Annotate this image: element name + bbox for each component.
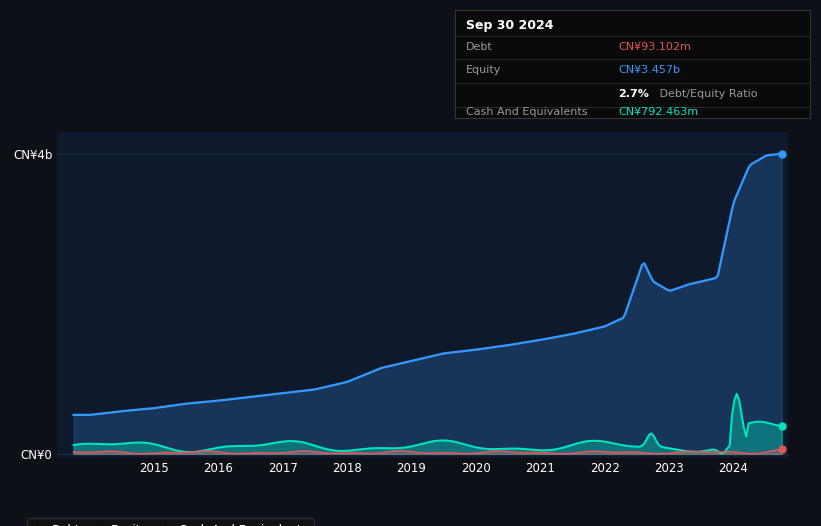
Text: CN¥792.463m: CN¥792.463m [618, 107, 699, 117]
Text: 2.7%: 2.7% [618, 89, 649, 99]
Text: CN¥3.457b: CN¥3.457b [618, 65, 681, 75]
Text: Debt: Debt [466, 42, 493, 52]
Legend: Debt, Equity, Cash And Equivalents: Debt, Equity, Cash And Equivalents [27, 518, 314, 526]
Text: Sep 30 2024: Sep 30 2024 [466, 18, 553, 32]
Text: Equity: Equity [466, 65, 501, 75]
Text: Debt/Equity Ratio: Debt/Equity Ratio [656, 89, 757, 99]
Text: Cash And Equivalents: Cash And Equivalents [466, 107, 587, 117]
Text: CN¥93.102m: CN¥93.102m [618, 42, 691, 52]
